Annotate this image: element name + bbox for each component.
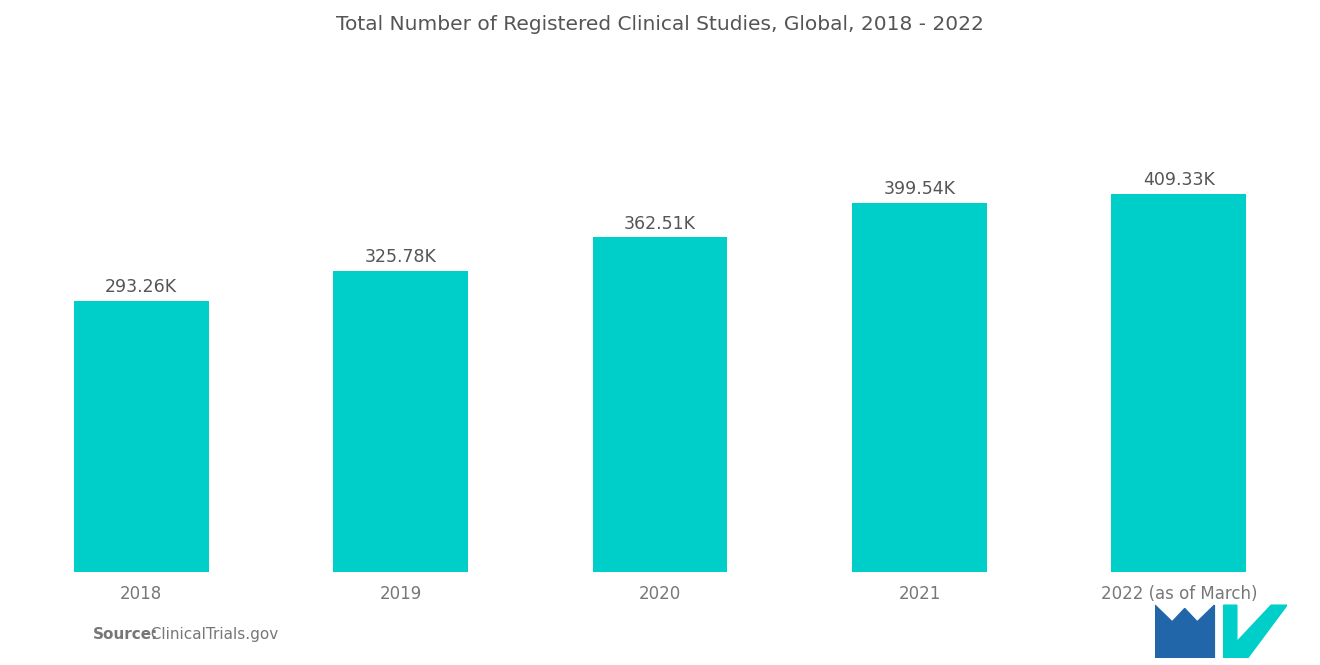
Bar [333,271,469,571]
Text: 362.51K: 362.51K [624,215,696,233]
Polygon shape [1155,605,1214,658]
Polygon shape [1224,605,1287,658]
Bar [593,237,727,571]
Bar [1111,194,1246,571]
Text: 399.54K: 399.54K [883,180,956,198]
Title: Total Number of Registered Clinical Studies, Global, 2018 - 2022: Total Number of Registered Clinical Stud… [337,15,983,34]
Text: 409.33K: 409.33K [1143,172,1214,190]
Text: ClinicalTrials.gov: ClinicalTrials.gov [141,626,279,642]
Bar [74,301,209,571]
Text: 325.78K: 325.78K [364,249,437,267]
Bar [851,203,987,571]
Text: 293.26K: 293.26K [106,279,177,297]
Text: Source:: Source: [92,626,158,642]
